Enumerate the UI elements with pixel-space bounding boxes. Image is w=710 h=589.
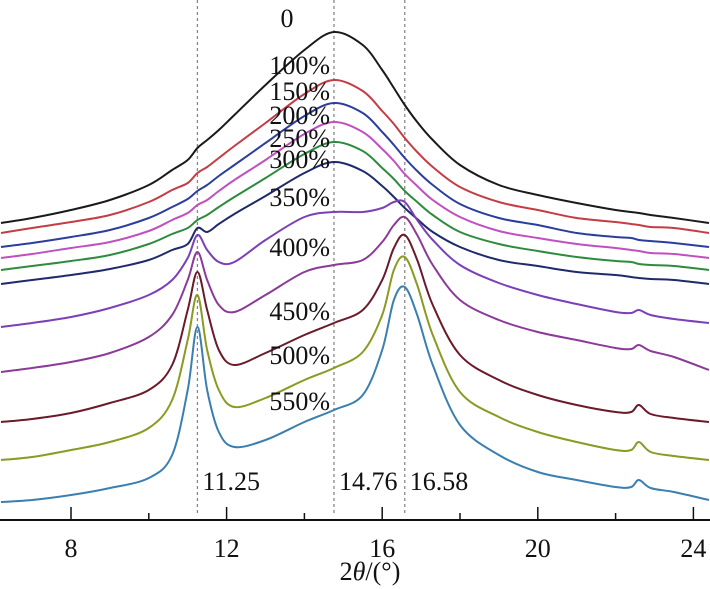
series-curves: [0, 30, 710, 503]
series-label: 550%: [269, 387, 330, 416]
x-axis-title: 2θ/(°): [340, 557, 401, 586]
series-line-250pct: [0, 140, 710, 271]
series-label: 0: [281, 4, 294, 33]
x-tick-label: 12: [214, 534, 240, 563]
series-line-0: [0, 30, 710, 224]
x-tick-label: 16: [369, 534, 395, 563]
series-line-500pct: [0, 255, 710, 461]
series-label: 250%: [269, 124, 330, 153]
reference-lines: 11.25 14.76 16.58: [196, 0, 469, 515]
series-label: 300%: [269, 145, 330, 174]
x-tick-label: 8: [65, 534, 78, 563]
reference-line-label: 16.58: [410, 467, 469, 496]
x-axis-title-suffix: /(°): [365, 557, 400, 586]
x-tick-label: 24: [680, 534, 706, 563]
reference-line-label: 14.76: [339, 467, 398, 496]
series-label: 500%: [269, 341, 330, 370]
series-label: 150%: [269, 77, 330, 106]
series-label: 200%: [269, 101, 330, 130]
series-label: 100%: [269, 51, 330, 80]
series-line-150pct: [0, 101, 710, 248]
series-line-400pct: [0, 215, 710, 373]
x-tick-label: 20: [525, 534, 551, 563]
series-label: 400%: [269, 233, 330, 262]
series-line-550pct: [0, 285, 710, 503]
x-axis-title-prefix: 2: [340, 557, 353, 586]
series-line-300pct: [0, 160, 710, 285]
series-label: 450%: [269, 297, 330, 326]
series-line-450pct: [0, 233, 710, 423]
series-labels: 0 100%150%200%250%300% 350% 400% 450% 500% 550…: [269, 4, 330, 416]
series-label: 350%: [269, 183, 330, 212]
series-line-100pct: [0, 78, 710, 234]
series-line-350pct: [0, 199, 710, 328]
x-axis-title-symbol: θ: [353, 557, 366, 586]
x-axis: 8 12 16 20 24: [0, 507, 710, 563]
reference-line-label: 11.25: [202, 467, 260, 496]
series-line-200pct: [0, 120, 710, 259]
